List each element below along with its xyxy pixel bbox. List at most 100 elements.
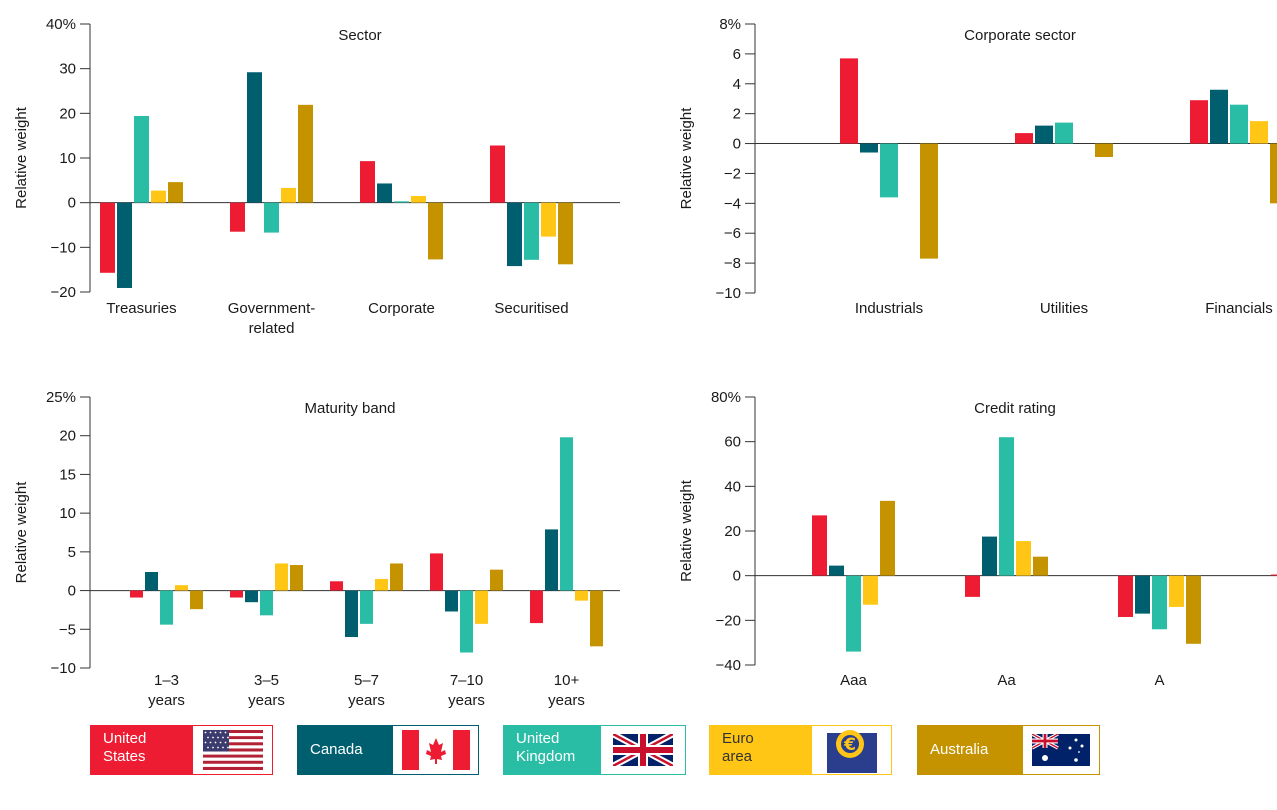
legend-item-euro: Euro area € [709, 725, 892, 775]
bar-us [360, 161, 375, 203]
bar-uk [560, 437, 573, 591]
y-tick-label: 0 [68, 195, 76, 212]
category-label: A [1154, 672, 1164, 689]
bar-uk [1055, 122, 1073, 144]
y-tick-label: −40 [716, 657, 741, 674]
legend-label-line: United [516, 730, 560, 747]
bar-uk [999, 437, 1014, 576]
y-tick-label: −2 [724, 165, 741, 182]
y-tick-label: 30 [59, 61, 76, 78]
bar-us [1190, 100, 1208, 144]
category-label: 3–5 years [248, 672, 285, 709]
bar-us [840, 58, 858, 144]
y-tick-label: 15 [59, 466, 76, 483]
y-tick-label: −4 [724, 195, 741, 212]
y-tick-label: −20 [716, 612, 741, 629]
bar-uk [846, 575, 861, 652]
chart-2: −10 −5 0 5 10 15 20 25% Relative weight Maturity … [13, 389, 620, 709]
bar-euro [151, 190, 166, 203]
chart-1: −10 −8 −6 −4 −2 0 2 4 6 8% Relative weight Corporat… [678, 16, 1277, 317]
y-tick-label: 10 [59, 150, 76, 167]
category-label: Treasuries [106, 300, 176, 317]
category-label: Industrials [855, 300, 923, 317]
bar-australia [590, 590, 603, 647]
legend-label: Australia [918, 726, 1023, 774]
bar-uk [260, 590, 273, 616]
category-label: Financials [1205, 300, 1273, 317]
bar-canada [545, 529, 558, 591]
bar-uk [1152, 575, 1167, 630]
legend-label-line: States [103, 748, 146, 765]
category-label: Aa [997, 672, 1016, 689]
category-label: Government-related [228, 300, 316, 337]
bar-australia [428, 202, 443, 260]
bar-australia [190, 590, 203, 610]
y-tick-label: 0 [733, 568, 741, 585]
bar-euro [175, 585, 188, 591]
y-tick-label: 40 [724, 478, 741, 495]
bar-euro [1169, 575, 1184, 607]
bar-uk [160, 590, 173, 625]
y-tick-label: −10 [716, 285, 741, 302]
bar-uk [134, 116, 149, 203]
category-label: 1–3 years [148, 672, 185, 709]
bar-us [1118, 575, 1133, 617]
y-tick-label: −6 [724, 225, 741, 242]
bar-canada [445, 590, 458, 612]
y-tick-label: −5 [59, 621, 76, 638]
category-label: Corporate [368, 300, 435, 317]
chart-title: Maturity band [305, 400, 396, 417]
bar-euro [275, 563, 288, 591]
legend-label: United States [91, 726, 193, 774]
legend-label: Canada [298, 726, 393, 774]
bar-euro [1250, 121, 1268, 144]
bar-uk [1230, 104, 1248, 144]
australia-flag-icon [1023, 726, 1099, 774]
bar-canada [247, 72, 262, 203]
legend-label-line: area [722, 748, 753, 765]
bar-canada [507, 202, 522, 267]
bar-australia [920, 143, 938, 259]
bar-uk [880, 143, 898, 198]
bar-uk [460, 590, 473, 653]
bar-australia [390, 563, 403, 591]
bar-canada [377, 183, 392, 203]
bar-euro [375, 578, 388, 591]
bar-us [230, 202, 245, 232]
bar-us [230, 590, 243, 598]
legend-item-uk: United Kingdom [503, 725, 686, 775]
legend-label-line: United [103, 730, 147, 747]
bar-canada [245, 590, 258, 603]
bar-canada [117, 202, 132, 288]
y-tick-label: 4 [733, 76, 741, 93]
bar-canada [1035, 125, 1053, 144]
bar-us [130, 590, 143, 598]
bar-australia [558, 202, 573, 265]
bar-australia [1270, 143, 1277, 204]
y-tick-label: 20 [59, 428, 76, 445]
bar-euro [281, 187, 296, 203]
y-axis-label: Relative weight [678, 107, 695, 210]
bar-canada [1135, 575, 1150, 614]
y-tick-label: 0 [68, 583, 76, 600]
legend-label-line: Canada [310, 741, 363, 758]
y-tick-label: −20 [51, 284, 76, 301]
y-tick-label: 0 [733, 136, 741, 153]
chart-title: Credit rating [974, 400, 1056, 417]
category-label: 7–10 years [448, 672, 485, 709]
bar-us [330, 581, 343, 591]
bar-australia [1033, 556, 1048, 576]
chart-title: Sector [338, 27, 381, 44]
bar-canada [829, 565, 844, 576]
legend-item-australia: Australia [917, 725, 1100, 775]
y-tick-label: 60 [724, 434, 741, 451]
bar-euro [541, 202, 556, 237]
y-tick-label: −10 [51, 239, 76, 256]
y-tick-label: 40% [46, 16, 76, 33]
legend: United States Canada United Kingdom Euro ar… [0, 725, 1277, 805]
y-tick-label: 25% [46, 389, 76, 406]
y-tick-label: 10 [59, 505, 76, 522]
svg-text:€: € [843, 735, 856, 755]
legend-label-line: Euro [722, 730, 754, 747]
